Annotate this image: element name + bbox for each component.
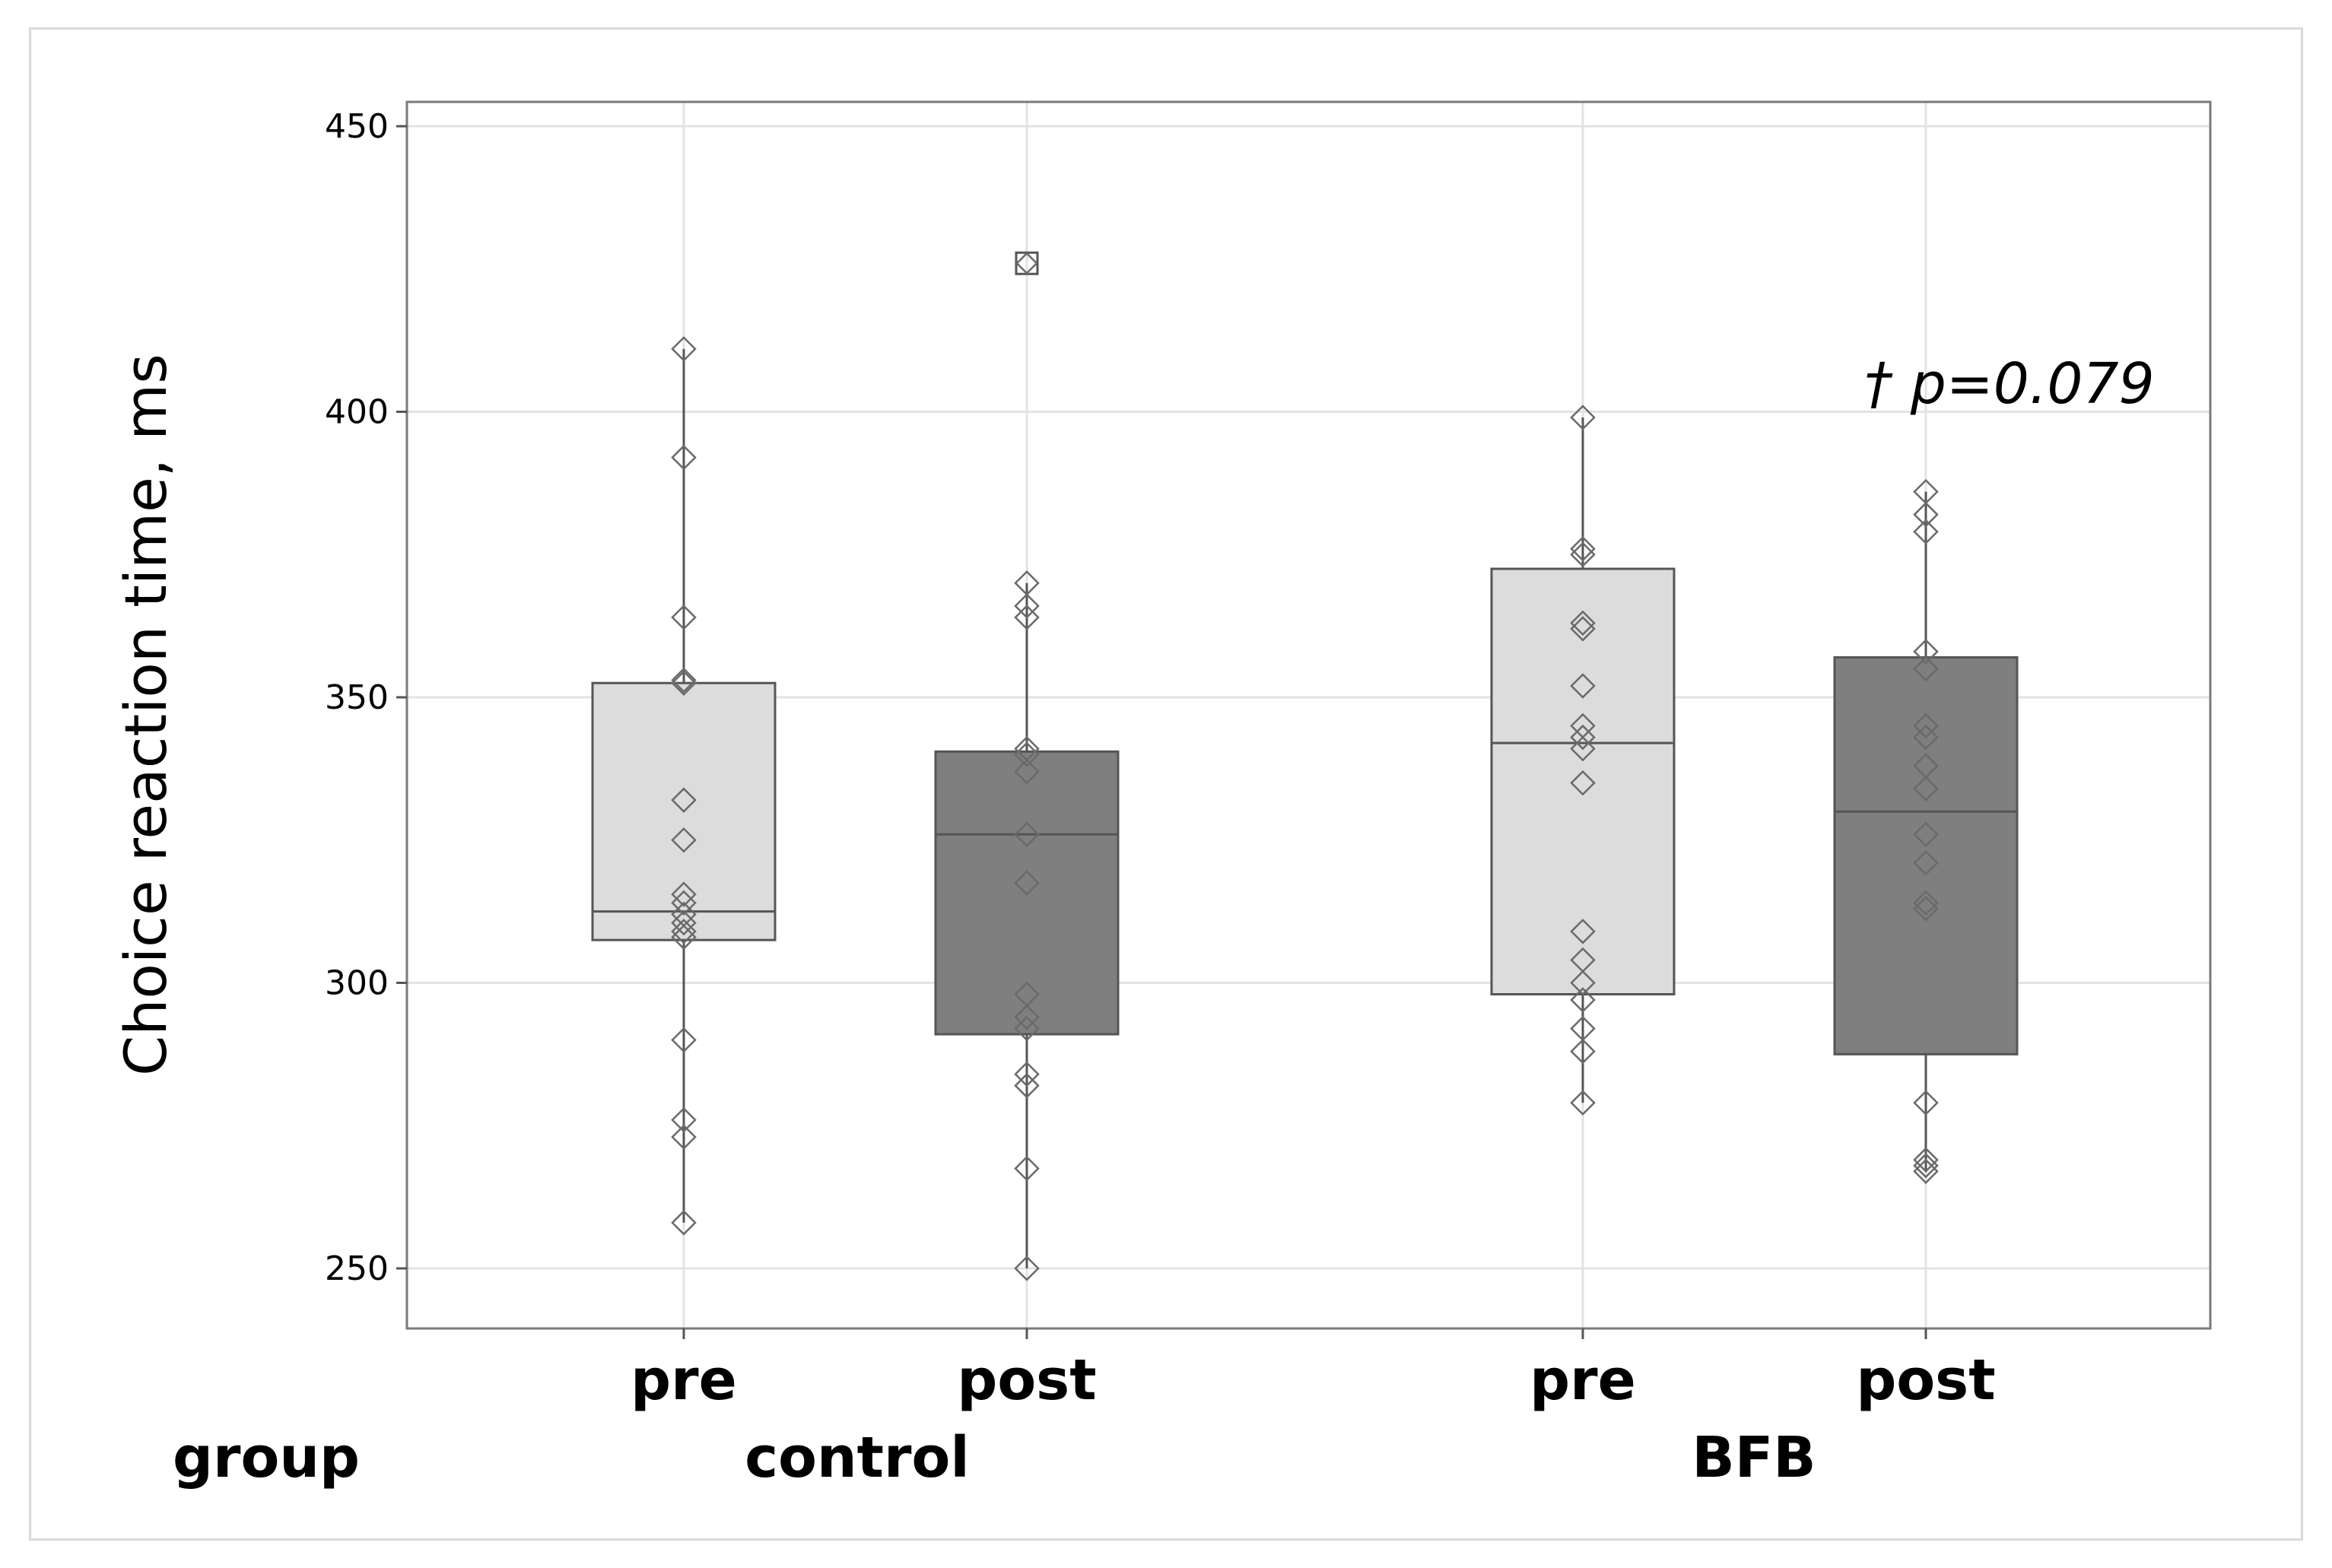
data-point — [1913, 501, 1939, 528]
data-point — [1570, 610, 1596, 636]
data-point — [1570, 405, 1596, 430]
data-point — [1014, 1004, 1040, 1030]
data-point — [1014, 821, 1040, 848]
y-tick-label: 250 — [325, 1249, 389, 1288]
data-point — [671, 890, 697, 916]
data-point — [1014, 758, 1040, 785]
box-bfb-post — [1833, 478, 2019, 1185]
box-iqr — [1833, 655, 2019, 1055]
data-point — [1570, 535, 1596, 562]
data-point — [1570, 673, 1596, 699]
y-axis-title: Choice reaction time, ms — [112, 354, 180, 1076]
data-point — [1014, 741, 1040, 767]
figure-frame — [29, 27, 2303, 1541]
data-point — [1570, 1090, 1596, 1116]
data-point — [1014, 1061, 1040, 1087]
box-iqr — [934, 750, 1120, 1036]
data-point — [1570, 541, 1596, 568]
data-point — [1913, 896, 1939, 922]
x-level-label: post — [1856, 1347, 1995, 1413]
data-point — [671, 1124, 697, 1151]
data-point — [671, 667, 697, 694]
data-point — [1014, 605, 1040, 630]
significance-annotation: † p=0.079 — [1864, 351, 2154, 417]
data-point — [1014, 593, 1040, 619]
x-level-label: pre — [1530, 1347, 1636, 1413]
data-point — [671, 1027, 697, 1053]
y-tick-label: 300 — [325, 964, 389, 1003]
data-point — [1014, 1155, 1040, 1182]
data-point — [1014, 1072, 1040, 1099]
y-tick-label: 350 — [325, 678, 389, 717]
data-point — [671, 444, 697, 471]
data-point — [1570, 770, 1596, 796]
data-point — [1913, 1158, 1939, 1185]
data-point — [1913, 519, 1939, 544]
plot-area-border — [405, 100, 2212, 1330]
data-point — [1913, 655, 1939, 682]
data-point — [1913, 776, 1939, 801]
data-point — [1913, 890, 1939, 916]
data-point — [671, 605, 697, 630]
box-iqr — [1490, 567, 1676, 996]
data-point — [1570, 1038, 1596, 1065]
data-point — [671, 336, 697, 362]
data-point — [1014, 1015, 1040, 1042]
box-control-post — [934, 251, 1120, 1281]
data-point — [671, 881, 697, 907]
data-point — [1913, 850, 1939, 876]
y-axis: 250 300 350 400 450 — [325, 107, 407, 1288]
data-point — [1913, 1153, 1939, 1179]
data-point — [671, 787, 697, 813]
data-point — [671, 1106, 697, 1133]
data-point — [1570, 735, 1596, 762]
data-point — [1014, 1255, 1040, 1281]
data-point — [671, 827, 697, 853]
data-point — [671, 1210, 697, 1236]
data-point — [671, 670, 697, 696]
data-point — [1913, 713, 1939, 739]
outlier-point — [1015, 252, 1038, 275]
data-point — [1913, 1090, 1939, 1116]
data-point — [1570, 616, 1596, 642]
box-bfb-pre — [1490, 405, 1676, 1116]
data-point — [671, 909, 697, 936]
data-point — [1913, 639, 1939, 665]
data-point — [1913, 821, 1939, 848]
data-point — [1570, 724, 1596, 751]
x-group-label: control — [745, 1425, 969, 1490]
x-level-label: post — [957, 1347, 1096, 1413]
x-level-label: pre — [631, 1347, 737, 1413]
data-point — [1570, 987, 1596, 1013]
data-point — [1913, 1147, 1939, 1173]
y-tick-label: 400 — [325, 393, 389, 432]
y-tick-label: 450 — [325, 107, 389, 146]
data-point — [1014, 870, 1040, 896]
data-point — [1570, 970, 1596, 996]
data-point — [1570, 919, 1596, 944]
data-point — [671, 919, 697, 944]
box-series — [591, 251, 2019, 1281]
box-control-pre — [591, 336, 777, 1236]
x-group-label: BFB — [1692, 1425, 1816, 1490]
data-point — [1913, 724, 1939, 751]
data-point — [671, 924, 697, 951]
group-axis-label: group — [173, 1425, 360, 1490]
